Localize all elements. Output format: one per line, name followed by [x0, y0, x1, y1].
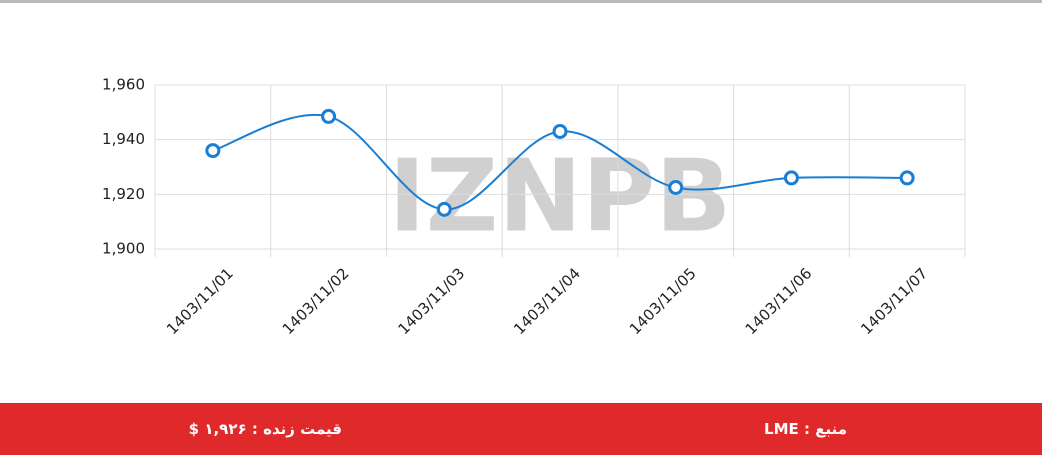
data-point — [205, 143, 221, 159]
y-tick-label: 1,900 — [102, 240, 145, 258]
watermark: IZNPB — [389, 137, 732, 254]
y-tick-label: 1,960 — [102, 76, 145, 94]
data-point — [321, 108, 337, 124]
data-point — [668, 180, 684, 195]
y-tick-label: 1,940 — [102, 130, 145, 148]
chart: IZNPB 1,900 1,920 1,940 1,960 1403/11/01 1403… — [102, 76, 966, 338]
source: منبع : LME — [764, 420, 847, 438]
live-price: قیمت زنده : ۱,۹۲۶ $ — [188, 420, 342, 438]
x-tick-label: 1403/11/04 — [510, 264, 584, 338]
footer-bar: قیمت زنده : ۱,۹۲۶ $ منبع : LME — [0, 403, 1042, 455]
y-tick-label: 1,920 — [102, 185, 145, 203]
x-tick-label: 1403/11/01 — [163, 264, 237, 338]
data-point — [899, 170, 915, 186]
x-tick-label: 1403/11/06 — [742, 264, 816, 338]
x-tick-label: 1403/11/07 — [857, 264, 931, 338]
data-point — [783, 170, 799, 186]
x-tick-label: 1403/11/02 — [279, 264, 353, 338]
data-point — [436, 201, 452, 217]
x-tick-label: 1403/11/05 — [626, 264, 700, 338]
data-point — [552, 123, 568, 139]
x-tick-label: 1403/11/03 — [394, 264, 468, 338]
